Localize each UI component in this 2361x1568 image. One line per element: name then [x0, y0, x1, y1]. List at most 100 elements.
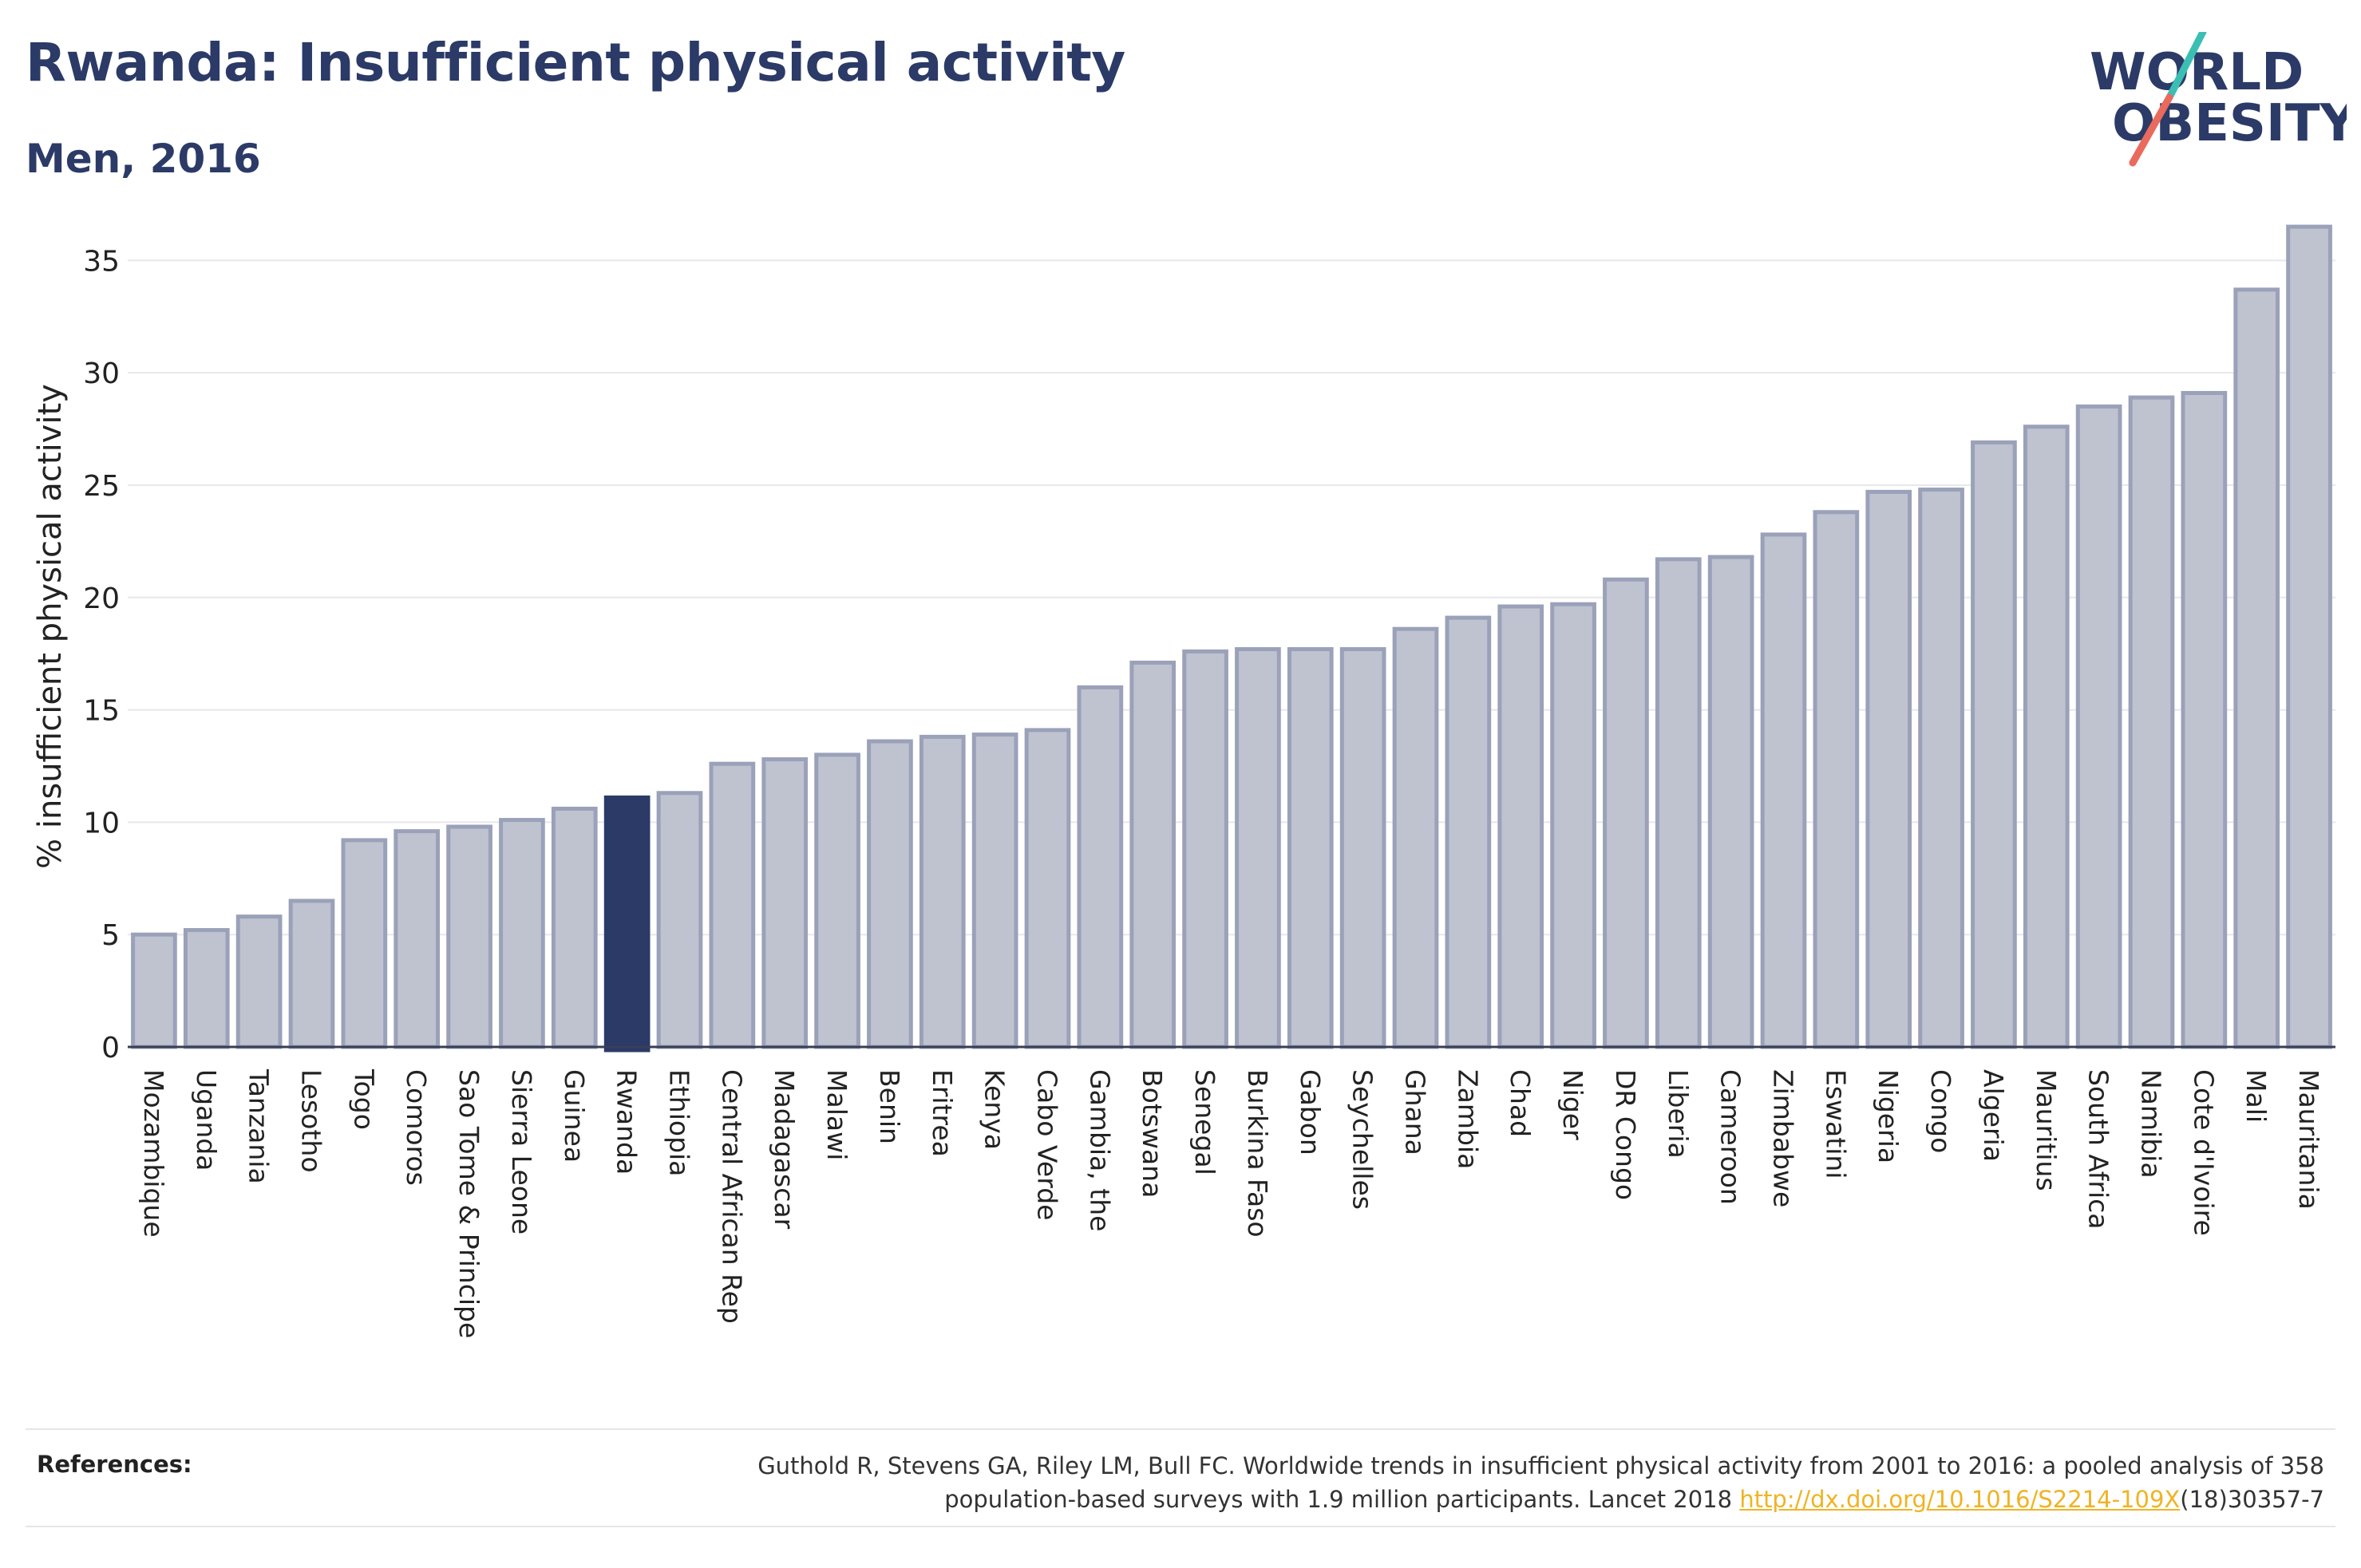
x-tick-label: Madagascar	[769, 1069, 800, 1230]
bar-cameroon	[1707, 555, 1754, 1049]
bar-gabon	[1287, 647, 1334, 1049]
x-axis-labels: Mozambique Uganda Tanzania Lesotho Togo Comor…	[138, 1068, 2324, 1338]
x-tick-label: DR Congo	[1610, 1069, 1641, 1200]
x-tick-label: Burkina Faso	[1242, 1069, 1273, 1238]
x-tick-label: Liberia	[1663, 1069, 1694, 1159]
x-tick-label: Cote d'Ivoire	[2188, 1069, 2219, 1236]
bar-togo	[341, 838, 388, 1049]
x-tick-label: Central African Rep	[716, 1069, 747, 1324]
bar-rwanda	[603, 795, 651, 1053]
bar-uganda	[183, 928, 230, 1049]
y-tick-label: 5	[101, 919, 120, 952]
x-tick-label: Nigeria	[1873, 1069, 1904, 1163]
x-tick-label: Kenya	[979, 1069, 1010, 1150]
bar-chad	[1497, 604, 1544, 1049]
x-tick-label: Congo	[1925, 1069, 1956, 1153]
reference-line-2-prefix: population-based surveys with 1.9 millio…	[944, 1486, 1740, 1513]
x-tick-label: South Africa	[2083, 1069, 2114, 1230]
bar-central-african-rep	[709, 761, 756, 1049]
x-tick-label: Cameroon	[1715, 1069, 1746, 1205]
x-tick-label: Gambia, the	[1084, 1069, 1115, 1231]
bar-cote-d-ivoire	[2181, 390, 2228, 1049]
x-tick-label: Uganda	[191, 1069, 222, 1171]
bar-eswatini	[1813, 510, 1860, 1049]
bar-seychelles	[1339, 647, 1386, 1049]
bar-chart: 0 5 10 15 20 25 30 35 Mozambique Uganda Tanzania L…	[32, 224, 2335, 1338]
x-tick-label: Lesotho	[296, 1069, 327, 1173]
bar-niger	[1550, 602, 1596, 1049]
y-tick-label: 20	[83, 583, 120, 615]
bar-sao-tome-principe	[446, 824, 492, 1049]
bar-dr-congo	[1603, 577, 1649, 1049]
bar-mozambique	[131, 932, 177, 1049]
x-tick-label: Algeria	[1978, 1069, 2009, 1162]
bar-nigeria	[1865, 489, 1912, 1049]
x-tick-label: Gabon	[1295, 1069, 1326, 1155]
bar-eritrea	[919, 734, 966, 1049]
x-tick-label: Zambia	[1452, 1069, 1483, 1169]
bars	[131, 224, 2332, 1053]
x-tick-label: Senegal	[1189, 1069, 1220, 1175]
references-label: References:	[37, 1451, 192, 1478]
references-text: Guthold R, Stevens GA, Riley LM, Bull FC…	[568, 1449, 2324, 1516]
references-section: References: Guthold R, Stevens GA, Riley…	[26, 1428, 2335, 1527]
bar-gambia-the	[1077, 685, 1124, 1049]
bar-zimbabwe	[1760, 532, 1807, 1049]
reference-line-1: Guthold R, Stevens GA, Riley LM, Bull FC…	[757, 1452, 2324, 1479]
x-tick-label: Eritrea	[927, 1069, 958, 1157]
x-tick-label: Namibia	[2136, 1069, 2167, 1179]
bar-burkina-faso	[1235, 647, 1281, 1049]
reference-line-2-suffix: (18)30357-7	[2180, 1486, 2324, 1513]
bar-lesotho	[288, 899, 335, 1049]
y-tick-label: 0	[101, 1032, 120, 1064]
chart-title: Rwanda: Insufficient physical activity	[26, 32, 1125, 93]
bar-kenya	[971, 733, 1018, 1049]
x-tick-label: Mali	[2240, 1069, 2272, 1123]
x-tick-label: Malawi	[821, 1069, 852, 1160]
chart-subtitle: Men, 2016	[26, 136, 261, 182]
x-tick-label: Botswana	[1137, 1069, 1168, 1198]
x-tick-label: Ethiopia	[664, 1069, 695, 1176]
x-tick-label: Cabo Verde	[1032, 1069, 1063, 1220]
x-tick-label: Eswatini	[1820, 1069, 1851, 1179]
logo-slash-teal	[2165, 32, 2207, 101]
bar-south-africa	[2075, 404, 2122, 1049]
bar-mauritius	[2023, 425, 2070, 1049]
x-tick-label: Zimbabwe	[1768, 1069, 1799, 1207]
bar-algeria	[1971, 440, 2017, 1049]
bar-mali	[2233, 287, 2280, 1049]
y-axis-ticks: 0 5 10 15 20 25 30 35	[83, 245, 120, 1064]
bar-madagascar	[761, 757, 809, 1049]
x-tick-label: Benin	[874, 1069, 905, 1144]
x-tick-label: Ghana	[1400, 1069, 1431, 1155]
grid-lines	[128, 259, 2335, 936]
bar-liberia	[1655, 557, 1702, 1049]
x-tick-label: Mozambique	[138, 1069, 169, 1238]
world-obesity-logo: WORLD OBESITY	[2090, 32, 2347, 167]
bar-sierra-leone	[499, 818, 545, 1049]
bar-namibia	[2128, 395, 2175, 1049]
x-tick-label: Sierra Leone	[506, 1069, 537, 1234]
bar-ghana	[1392, 626, 1439, 1049]
y-tick-label: 25	[83, 470, 120, 503]
y-tick-label: 30	[83, 357, 120, 390]
y-axis-label: % insufficient physical activity	[32, 384, 69, 869]
x-tick-label: Mauritania	[2293, 1069, 2324, 1210]
bar-botswana	[1129, 660, 1177, 1049]
bar-tanzania	[235, 914, 283, 1049]
y-tick-label: 35	[83, 245, 120, 278]
reference-doi-link[interactable]: http://dx.doi.org/10.1016/S2214-109X	[1739, 1486, 2181, 1513]
x-tick-label: Rwanda	[611, 1069, 643, 1175]
x-tick-label: Mauritius	[2031, 1069, 2062, 1191]
bar-cabo-verde	[1024, 728, 1071, 1049]
logo-slash-coral	[2129, 93, 2173, 167]
x-tick-label: Sao Tome & Principe	[453, 1069, 484, 1338]
x-tick-label: Comoros	[401, 1069, 432, 1186]
x-tick-label: Chad	[1505, 1069, 1536, 1137]
y-tick-label: 15	[83, 695, 120, 728]
x-tick-label: Guinea	[559, 1069, 590, 1163]
bar-malawi	[814, 752, 860, 1049]
bar-congo	[1918, 488, 1964, 1049]
bar-zambia	[1445, 615, 1492, 1049]
bar-ethiopia	[656, 791, 703, 1049]
